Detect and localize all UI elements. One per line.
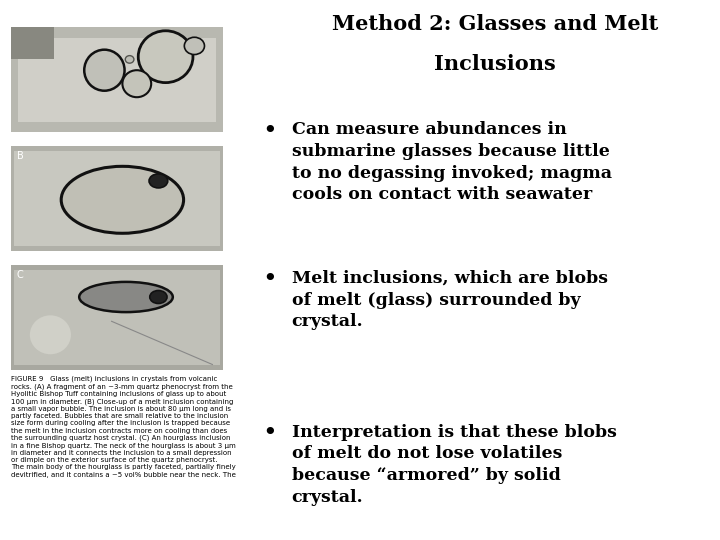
Ellipse shape [122,70,151,97]
FancyBboxPatch shape [11,265,223,370]
Text: •: • [263,421,277,445]
Text: Method 2: Glasses and Melt: Method 2: Glasses and Melt [332,14,658,33]
Ellipse shape [79,282,173,312]
Text: •: • [263,267,277,291]
Ellipse shape [150,291,167,303]
Ellipse shape [184,37,204,55]
Text: B: B [17,151,23,161]
Ellipse shape [138,31,193,83]
Text: C: C [17,270,23,280]
Ellipse shape [84,50,125,91]
Text: FIGURE 9   Glass (melt) inclusions in crystals from volcanic
rocks. (A) A fragme: FIGURE 9 Glass (melt) inclusions in crys… [11,375,235,477]
Text: Interpretation is that these blobs
of melt do not lose volatiles
because “armore: Interpretation is that these blobs of me… [292,424,616,505]
FancyBboxPatch shape [11,146,223,251]
FancyBboxPatch shape [18,38,216,122]
Text: Inclusions: Inclusions [434,54,556,74]
FancyBboxPatch shape [11,27,223,132]
Ellipse shape [125,56,134,63]
Text: Melt inclusions, which are blobs
of melt (glass) surrounded by
crystal.: Melt inclusions, which are blobs of melt… [292,270,608,330]
Ellipse shape [29,314,72,355]
Ellipse shape [149,174,168,188]
Text: •: • [263,119,277,143]
FancyBboxPatch shape [11,27,54,59]
Ellipse shape [61,166,184,233]
Text: Can measure abundances in
submarine glasses because little
to no degassing invok: Can measure abundances in submarine glas… [292,122,611,203]
FancyBboxPatch shape [14,151,220,246]
FancyBboxPatch shape [14,270,220,364]
